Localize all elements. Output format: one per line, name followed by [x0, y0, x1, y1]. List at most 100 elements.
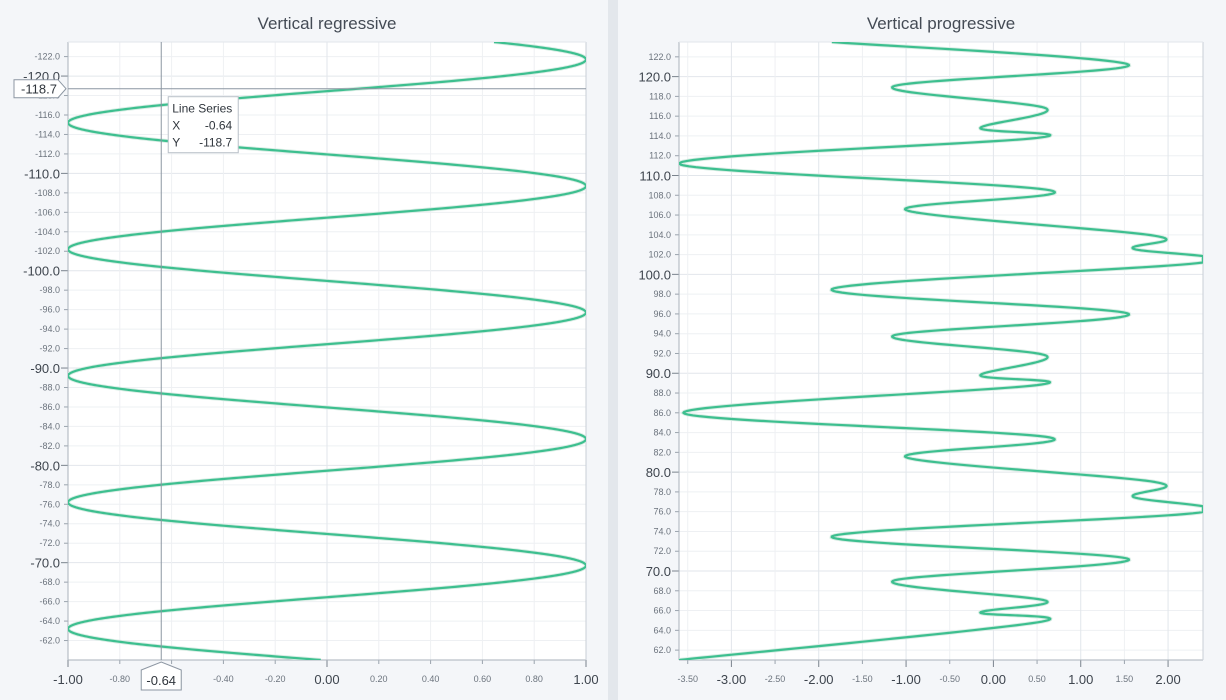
y-minor-tick-label: 84.0	[653, 428, 671, 438]
y-minor-tick-label: -64.0	[39, 616, 60, 626]
y-major-tick-label: 70.0	[646, 564, 671, 579]
readout-badge	[140, 661, 182, 691]
y-minor-tick-label: 86.0	[653, 408, 671, 418]
x-minor-tick-label: -2.50	[765, 674, 786, 684]
x-major-tick-label: -1.00	[891, 672, 921, 687]
y-major-tick-label: -100.0	[23, 264, 60, 279]
y-major-tick-label: 90.0	[646, 366, 671, 381]
y-major-tick-label: -110.0	[24, 166, 60, 181]
y-minor-tick-label: 118.0	[649, 91, 671, 101]
x-minor-tick-label: 0.60	[474, 674, 492, 684]
crosshair-x-readout: -0.64	[140, 661, 182, 691]
y-minor-tick-label: 64.0	[653, 625, 671, 635]
crosshair-y-readout: -118.7	[13, 79, 67, 99]
y-minor-tick-label: -112.0	[35, 149, 60, 159]
x-major-tick-label: -1.00	[53, 672, 83, 687]
y-minor-tick-label: -102.0	[34, 246, 60, 256]
y-minor-tick-label: -96.0	[39, 305, 60, 315]
tooltip-y-value: -118.7	[199, 136, 232, 150]
y-major-tick-label: 80.0	[646, 465, 671, 480]
panel-divider	[608, 0, 618, 700]
y-minor-tick-label: -108.0	[34, 188, 60, 198]
y-major-tick-label: -80.0	[30, 458, 60, 473]
y-minor-tick-label: 108.0	[648, 190, 671, 200]
y-minor-tick-label: -78.0	[39, 480, 60, 490]
y-minor-tick-label: 88.0	[653, 388, 671, 398]
x-major-tick-label: 0.00	[314, 672, 339, 687]
y-minor-tick-label: -68.0	[39, 577, 60, 587]
tooltip-x-value: -0.64	[205, 119, 233, 133]
crosshair-y-value: -118.7	[21, 82, 57, 97]
x-minor-tick-label: -0.40	[213, 674, 234, 684]
chart-title: Vertical regressive	[258, 14, 397, 33]
y-minor-tick-label: 114.0	[649, 131, 671, 141]
y-minor-tick-label: -116.0	[35, 110, 60, 120]
tooltip-x-key: X	[172, 119, 180, 133]
x-minor-tick-label: -0.80	[110, 674, 131, 684]
tooltip-y-key: Y	[172, 136, 180, 150]
y-minor-tick-label: -88.0	[39, 382, 60, 392]
x-major-tick-label: -2.00	[804, 672, 834, 687]
y-minor-tick-label: 104.0	[648, 230, 671, 240]
y-major-tick-label: 100.0	[638, 267, 671, 282]
tooltip-box	[167, 96, 239, 154]
y-minor-tick-label: -72.0	[39, 538, 60, 548]
y-minor-tick-label: -92.0	[39, 344, 60, 354]
chart-vertical-regressive[interactable]: Vertical regressive-122.0-118.0-116.0-11…	[0, 0, 608, 700]
y-minor-tick-label: -66.0	[39, 597, 60, 607]
x-major-tick-label: -3.00	[717, 672, 747, 687]
y-minor-tick-label: -74.0	[39, 519, 60, 529]
y-minor-tick-label: -82.0	[39, 441, 60, 451]
y-minor-tick-label: 112.0	[649, 151, 671, 161]
y-minor-tick-label: -86.0	[39, 402, 60, 412]
y-major-tick-label: -70.0	[30, 556, 60, 571]
y-minor-tick-label: 106.0	[648, 210, 671, 220]
x-major-tick-label: 1.00	[573, 672, 598, 687]
y-minor-tick-label: -106.0	[34, 207, 60, 217]
y-minor-tick-label: 78.0	[653, 487, 671, 497]
y-minor-tick-label: 68.0	[653, 586, 671, 596]
y-minor-tick-label: 92.0	[653, 348, 671, 358]
x-minor-tick-label: -1.50	[852, 674, 873, 684]
crosshair-x-value: -0.64	[146, 673, 176, 688]
x-minor-tick-label: -3.50	[677, 674, 698, 684]
x-minor-tick-label: 0.20	[370, 674, 388, 684]
x-major-tick-label: 0.00	[981, 672, 1006, 687]
y-minor-tick-label: 62.0	[653, 645, 671, 655]
y-minor-tick-label: 96.0	[653, 309, 671, 319]
y-minor-tick-label: -122.0	[34, 52, 60, 62]
y-minor-tick-label: 102.0	[648, 250, 671, 260]
x-major-tick-label: 1.00	[1068, 672, 1093, 687]
chart-title: Vertical progressive	[867, 14, 1015, 33]
y-minor-tick-label: -94.0	[39, 324, 60, 334]
tooltip-title: Line Series	[172, 102, 232, 116]
y-minor-tick-label: -104.0	[34, 227, 60, 237]
y-minor-tick-label: 74.0	[653, 526, 671, 536]
grid-lines	[67, 42, 587, 660]
y-minor-tick-label: 122.0	[648, 52, 671, 62]
x-minor-tick-label: 0.80	[525, 674, 543, 684]
y-minor-tick-label: 116.0	[649, 111, 671, 121]
y-minor-tick-label: -114.0	[35, 129, 60, 139]
y-minor-tick-label: 66.0	[653, 606, 671, 616]
y-minor-tick-label: -76.0	[39, 499, 60, 509]
y-minor-tick-label: 76.0	[653, 507, 671, 517]
x-minor-tick-label: 0.40	[422, 674, 440, 684]
data-tooltip: Line Series X -0.64 Y -118.7	[167, 96, 239, 154]
y-minor-tick-label: -84.0	[39, 421, 60, 431]
y-minor-tick-label: -98.0	[39, 285, 60, 295]
y-major-tick-label: -90.0	[30, 361, 60, 376]
y-minor-tick-label: 72.0	[653, 546, 671, 556]
x-major-tick-label: 2.00	[1155, 672, 1180, 687]
x-minor-tick-label: -0.50	[939, 674, 960, 684]
x-minor-tick-label: -0.20	[265, 674, 286, 684]
line-series[interactable]	[679, 42, 1203, 660]
y-major-tick-label: 110.0	[639, 168, 671, 183]
chart-vertical-progressive[interactable]: Vertical progressive 62.0 64.0 66.0 68.0 72.0…	[618, 0, 1226, 700]
y-minor-tick-label: 82.0	[653, 447, 671, 457]
readout-badge	[13, 79, 67, 99]
x-minor-tick-label: 1.50	[1116, 674, 1134, 684]
y-minor-tick-label: 98.0	[653, 289, 671, 299]
x-minor-tick-label: 0.50	[1028, 674, 1046, 684]
